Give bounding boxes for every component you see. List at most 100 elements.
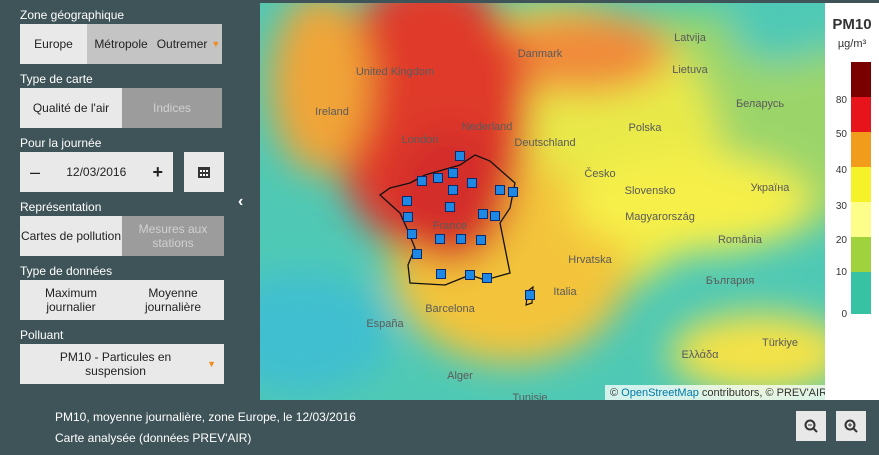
- map-label: Hrvatska: [568, 254, 612, 266]
- legend-tick-label: 40: [836, 165, 848, 176]
- map-type-button[interactable]: Qualité de l'air: [20, 88, 122, 128]
- station-marker: [448, 168, 458, 178]
- legend: PM10 µg/m³ 80 50 40 30 20 10 0: [825, 3, 879, 400]
- date-field[interactable]: – 12/03/2016 +: [20, 152, 173, 192]
- decrement-button[interactable]: –: [30, 162, 41, 182]
- legend-title: PM10: [832, 16, 871, 33]
- attribution: © OpenStreetMap contributors, © PREV'AIR: [610, 387, 825, 399]
- map-label: Polska: [628, 122, 662, 134]
- map-label: Deutschland: [514, 137, 575, 149]
- station-marker: [490, 211, 500, 221]
- data-type-button[interactable]: Maximum journalier: [20, 280, 122, 320]
- station-marker: [445, 202, 455, 212]
- map-label: London: [402, 134, 439, 146]
- pollutant-select[interactable]: PM10 - Particules en suspension ▼: [20, 344, 224, 384]
- map-label: Tunisie: [512, 392, 547, 400]
- map-label: España: [366, 318, 404, 330]
- legend-unit: µg/m³: [838, 38, 867, 50]
- section-label: Type de carte: [20, 72, 93, 86]
- station-marker: [412, 249, 422, 259]
- pollution-layer: United Kingdom Ireland London Nederland Danm…: [260, 3, 825, 400]
- map-label: Ελλάδα: [681, 349, 719, 361]
- map-label: Ireland: [315, 106, 349, 118]
- station-marker: [508, 187, 518, 197]
- legend-band: [851, 202, 871, 237]
- zoom-icon: [804, 419, 818, 433]
- osm-link[interactable]: OpenStreetMap: [621, 387, 699, 399]
- station-marker: [467, 178, 477, 188]
- zone-button[interactable]: Outremer ▼: [155, 24, 222, 64]
- attribution-bg: [605, 385, 825, 400]
- caption: Carte analysée (données PREV'AIR): [55, 431, 252, 445]
- station-marker: [435, 234, 445, 244]
- representation-button[interactable]: Mesures aux stations: [122, 216, 224, 256]
- map-label: Alger: [447, 370, 473, 382]
- station-marker: [495, 185, 505, 195]
- map-type-button[interactable]: Indices: [122, 88, 222, 128]
- map-label: Беларусь: [736, 98, 784, 110]
- legend-band: [851, 272, 871, 314]
- option-text: Outremer: [156, 37, 208, 51]
- station-marker: [525, 290, 535, 300]
- map-label: Slovensko: [625, 185, 676, 197]
- map-label: България: [706, 275, 755, 287]
- map: United Kingdom Ireland London Nederland Danm…: [260, 3, 825, 400]
- zoom-in-button[interactable]: [836, 411, 866, 441]
- zoom-out-button[interactable]: [796, 411, 826, 441]
- representation-button[interactable]: Cartes de pollution: [20, 216, 122, 256]
- map-label: Danmark: [518, 48, 563, 60]
- station-marker: [478, 209, 488, 219]
- map-label: Barcelona: [425, 303, 475, 315]
- corsica-outline: [525, 285, 534, 306]
- legend-tick-label: 50: [836, 129, 848, 140]
- caption: PM10, moyenne journalière, zone Europe, …: [55, 410, 356, 424]
- section-label: Zone géographique: [20, 8, 125, 22]
- section-label: Représentation: [20, 200, 102, 214]
- map-label: Magyarország: [625, 211, 695, 223]
- attribution-text: contributors, © PREV'AIR: [699, 387, 825, 399]
- calendar-button[interactable]: [184, 152, 224, 192]
- legend-tick-label: 30: [836, 201, 848, 212]
- section-label: Polluant: [20, 328, 64, 342]
- section-label: Pour la journée: [20, 136, 102, 150]
- date-text: 12/03/2016: [66, 165, 127, 179]
- map-label: Italia: [553, 286, 577, 298]
- legend-tick-label: 20: [836, 235, 848, 246]
- station-marker: [455, 151, 465, 161]
- zone-button[interactable]: Europe: [20, 24, 87, 64]
- station-marker: [403, 212, 413, 222]
- map-label: Україна: [751, 182, 791, 194]
- map-label: Latvija: [674, 32, 707, 44]
- collapse-button[interactable]: ‹: [238, 193, 244, 210]
- zone-button[interactable]: Métropole: [87, 24, 155, 64]
- map-label: Nederland: [462, 121, 513, 133]
- legend-band: [851, 167, 871, 202]
- station-marker: [476, 235, 486, 245]
- calendar-icon: [198, 167, 210, 178]
- legend-tick-label: 80: [836, 95, 848, 106]
- station-marker: [417, 176, 427, 186]
- station-marker: [465, 270, 475, 280]
- legend-tick-label: 10: [836, 267, 848, 278]
- station-marker: [448, 185, 458, 195]
- dropdown-arrow: ▼: [207, 359, 216, 369]
- dropdown-arrow: ▼: [211, 39, 221, 49]
- map-label: România: [718, 234, 763, 246]
- legend-band: [851, 237, 871, 272]
- map-label: United Kingdom: [356, 66, 434, 78]
- legend-band: [851, 62, 871, 97]
- attribution-text: ©: [610, 387, 621, 399]
- station-marker: [433, 173, 443, 183]
- legend-band: [851, 132, 871, 167]
- increment-button[interactable]: +: [152, 162, 163, 182]
- data-type-button[interactable]: Moyenne journalière: [122, 280, 224, 320]
- legend-tick-label: 0: [841, 309, 847, 320]
- station-marker: [456, 234, 466, 244]
- select-text: PM10 - Particules en suspension: [59, 350, 172, 378]
- legend-band: [851, 97, 871, 132]
- section-label: Type de données: [20, 264, 113, 278]
- station-marker: [482, 273, 492, 283]
- map-label: Česko: [584, 167, 615, 180]
- map-label: Lietuva: [672, 64, 708, 76]
